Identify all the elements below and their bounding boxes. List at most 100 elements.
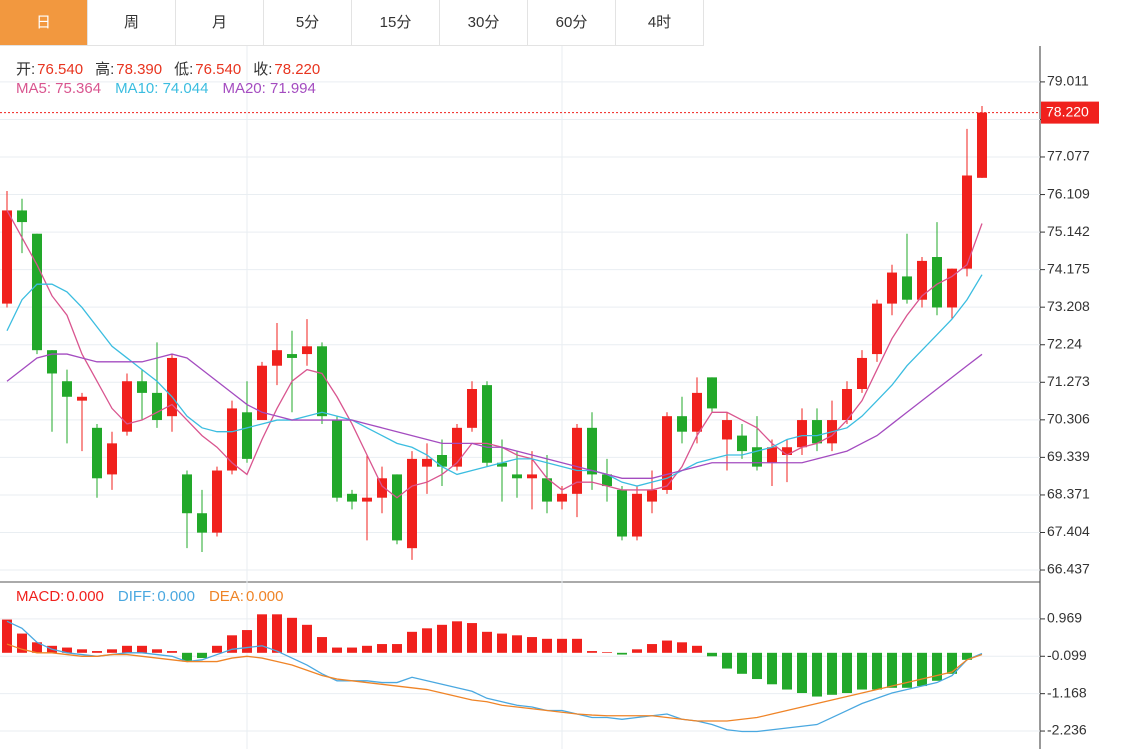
y-tick-label: 73.208 <box>1047 298 1090 314</box>
macd-bar <box>62 647 72 653</box>
macd-bar <box>152 649 162 653</box>
info-label: 开: <box>16 61 36 78</box>
candle-body <box>512 474 522 479</box>
macd-bar <box>347 647 357 653</box>
candle-body <box>932 257 942 308</box>
candle-body <box>167 357 177 417</box>
candle-body <box>17 210 27 223</box>
last-price-tag <box>1041 101 1099 124</box>
candle-body <box>767 447 777 463</box>
macd-bar <box>122 645 132 653</box>
tab[interactable]: 月 <box>176 0 264 46</box>
legend-value: 0.000 <box>66 588 104 605</box>
macd-bar <box>587 651 597 653</box>
tab[interactable]: 30分 <box>440 0 528 46</box>
candle-body <box>542 478 552 502</box>
y-tick-label: -2.236 <box>1047 722 1087 738</box>
macd-bar <box>557 638 567 653</box>
candle-body <box>617 489 627 537</box>
y-tick-label: 77.077 <box>1047 148 1090 164</box>
macd-bar <box>767 652 777 685</box>
macd-bar <box>242 630 252 653</box>
macd-bar <box>257 614 267 653</box>
candle-body <box>77 396 87 401</box>
macd-bar <box>512 635 522 653</box>
candle-body <box>32 233 42 351</box>
macd-bar <box>107 649 117 653</box>
macd-bar <box>377 644 387 653</box>
macd-bar <box>137 645 147 653</box>
tab[interactable]: 5分 <box>264 0 352 46</box>
legend-value: 0.000 <box>245 588 284 605</box>
macd-bar <box>422 628 432 653</box>
macd-bar <box>872 652 882 690</box>
legend-entry: MA5: 75.364 <box>16 80 102 97</box>
candle-body <box>602 474 612 487</box>
candle-body <box>302 346 312 355</box>
candle-body <box>527 474 537 479</box>
macd-bar <box>362 645 372 653</box>
candle-body <box>647 489 657 502</box>
macd-bar <box>32 642 42 653</box>
candle-body <box>317 346 327 417</box>
tab[interactable]: 60分 <box>528 0 616 46</box>
ma-line <box>6 353 983 479</box>
y-tick-label: 0.969 <box>1047 610 1082 626</box>
legend-label: DEA: <box>208 588 244 605</box>
macd-bar <box>332 647 342 653</box>
y-tick-label: 72.24 <box>1047 335 1082 351</box>
candle-body <box>737 435 747 452</box>
macd-legend: MACD: 0.000 DIFF: 0.000 DEA: 0.000 <box>16 588 298 605</box>
candle-body <box>887 272 897 304</box>
macd-bar <box>212 645 222 653</box>
y-tick-label: 67.404 <box>1047 523 1090 539</box>
candle-body <box>347 493 357 502</box>
tab[interactable]: 4时 <box>616 0 704 46</box>
y-tick-label: 75.142 <box>1047 223 1090 239</box>
tab[interactable]: 日 <box>0 0 88 46</box>
candle-body <box>482 385 492 463</box>
y-tick-label: 76.109 <box>1047 185 1090 201</box>
macd-bar <box>692 645 702 653</box>
candle-body <box>407 458 417 549</box>
macd-bar <box>632 649 642 653</box>
candle-body <box>782 447 792 455</box>
candle-body <box>917 260 927 300</box>
candle-body <box>797 420 807 448</box>
macd-bar <box>782 652 792 690</box>
info-value: 76.540 <box>195 61 242 78</box>
macd-bar <box>737 652 747 674</box>
macd-bar <box>542 638 552 653</box>
candle-body <box>212 470 222 533</box>
macd-bar <box>2 619 12 653</box>
ma-legend: MA5: 75.364 MA10: 74.044 MA20: 71.994 <box>16 80 330 97</box>
candle-body <box>557 493 567 502</box>
candle-body <box>947 268 957 308</box>
candle-body <box>137 381 147 393</box>
macd-bar <box>917 652 927 687</box>
last-price-label: 78.220 <box>1046 103 1089 119</box>
y-tick-label: -1.168 <box>1047 684 1087 700</box>
candle-body <box>812 420 822 444</box>
macd-bar <box>962 652 972 660</box>
macd-bar <box>722 652 732 669</box>
macd-bar <box>302 624 312 653</box>
macd-bar <box>182 652 192 662</box>
macd-bar <box>812 652 822 697</box>
legend-entry: MA20: 71.994 <box>222 80 316 97</box>
candle-body <box>272 350 282 366</box>
candle-body <box>392 474 402 541</box>
macd-bar <box>932 652 942 681</box>
legend-label: MACD: <box>16 588 65 605</box>
macd-bar <box>887 652 897 688</box>
y-tick-label: 71.273 <box>1047 373 1090 389</box>
macd-bar <box>452 621 462 653</box>
candle-body <box>572 427 582 494</box>
legend-label: DIFF: <box>117 588 156 605</box>
y-tick-label: 69.339 <box>1047 448 1090 464</box>
tab[interactable]: 周 <box>88 0 176 46</box>
tab[interactable]: 15分 <box>352 0 440 46</box>
info-value: 78.390 <box>116 61 163 78</box>
